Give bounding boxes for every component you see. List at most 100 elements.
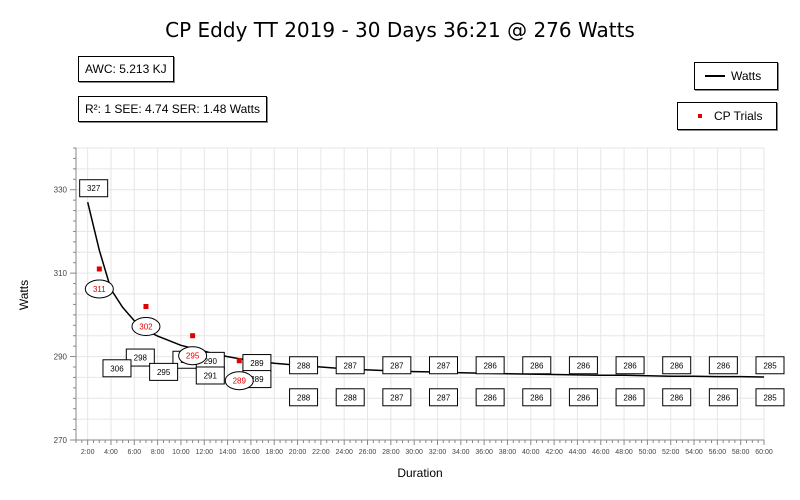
- cp-trial-label-ellipse: [224, 371, 254, 391]
- cp-trial-label: 289: [233, 377, 247, 386]
- legend-watts: Watts: [694, 62, 778, 90]
- legend-watts-label: Watts: [731, 69, 762, 83]
- upper-data-label: 285: [763, 361, 777, 370]
- cp-trial-label: 302: [139, 323, 153, 332]
- upper-data-label-box: [382, 356, 412, 375]
- lower-data-label: 288: [344, 393, 358, 402]
- lower-data-label-box: [522, 388, 552, 407]
- upper-data-label-box: [708, 356, 738, 375]
- x-tick-label: 24:00: [335, 449, 353, 456]
- x-tick-label: 4:00: [104, 449, 118, 456]
- y-tick-label: 290: [54, 353, 68, 362]
- lower-data-label: 285: [763, 393, 777, 402]
- cp-trial-point: [96, 266, 102, 272]
- x-tick-label: 54:00: [685, 449, 703, 456]
- lower-data-label: 291: [204, 371, 218, 380]
- lower-data-label: 289: [250, 375, 264, 384]
- cp-trial-point: [143, 304, 149, 310]
- upper-data-label-box: [568, 356, 598, 375]
- upper-data-label-box: [755, 356, 785, 375]
- lower-data-label: 288: [297, 393, 311, 402]
- x-tick-label: 48:00: [615, 449, 633, 456]
- x-tick-label: 14:00: [219, 449, 237, 456]
- x-tick-label: 56:00: [709, 449, 727, 456]
- lower-data-label: 286: [717, 393, 731, 402]
- x-tick-label: 22:00: [312, 449, 330, 456]
- upper-data-label: 287: [437, 361, 451, 370]
- lower-data-label-box: [102, 359, 132, 378]
- x-tick-label: 38:00: [499, 449, 517, 456]
- upper-data-label-box: [79, 179, 109, 198]
- x-tick-label: 10:00: [172, 449, 190, 456]
- lower-data-label: 306: [110, 364, 124, 373]
- upper-data-label: 286: [717, 361, 731, 370]
- legend-line-swatch: [705, 75, 725, 77]
- cp-trial-point: [236, 358, 242, 364]
- upper-data-label: 286: [530, 361, 544, 370]
- upper-data-label-box: [335, 356, 365, 375]
- x-tick-label: 34:00: [452, 449, 470, 456]
- legend-cp-trials: CP Trials: [677, 102, 777, 130]
- x-tick-label: 50:00: [639, 449, 657, 456]
- cp-trial-label-ellipse: [178, 346, 208, 366]
- lower-data-label: 286: [670, 393, 684, 402]
- upper-data-label: 327: [87, 184, 101, 193]
- x-tick-label: 60:00: [755, 449, 773, 456]
- x-tick-label: 58:00: [732, 449, 750, 456]
- x-tick-label: 44:00: [569, 449, 587, 456]
- x-tick-label: 18:00: [265, 449, 283, 456]
- x-tick-label: 16:00: [242, 449, 260, 456]
- upper-data-label: 287: [390, 361, 404, 370]
- lower-data-label-box: [149, 362, 179, 381]
- upper-data-label-box: [522, 356, 552, 375]
- cp-trial-label-ellipse: [131, 317, 161, 337]
- x-tick-label: 28:00: [382, 449, 400, 456]
- lower-data-label-box: [195, 366, 225, 385]
- x-tick-label: 46:00: [592, 449, 610, 456]
- lower-data-label: 287: [390, 393, 404, 402]
- legend-dot-swatch: [698, 114, 702, 118]
- lower-data-label-box: [289, 388, 319, 407]
- x-tick-label: 52:00: [662, 449, 680, 456]
- lower-data-label-box: [568, 388, 598, 407]
- lower-data-label-box: [755, 388, 785, 407]
- lower-data-label: 286: [483, 393, 497, 402]
- x-tick-label: 36:00: [475, 449, 493, 456]
- x-tick-label: 32:00: [429, 449, 447, 456]
- x-tick-label: 30:00: [405, 449, 423, 456]
- upper-data-label-box: [428, 356, 458, 375]
- x-tick-label: 12:00: [196, 449, 214, 456]
- upper-data-label: 286: [623, 361, 637, 370]
- lower-data-label-box: [428, 388, 458, 407]
- upper-data-label-box: [125, 348, 155, 367]
- upper-data-label-box: [662, 356, 692, 375]
- x-tick-label: 40:00: [522, 449, 540, 456]
- lower-data-label-box: [335, 388, 365, 407]
- lower-data-label-box: [382, 388, 412, 407]
- upper-data-label: 287: [344, 361, 358, 370]
- cp-trial-label: 311: [93, 285, 106, 294]
- lower-data-label-box: [662, 388, 692, 407]
- upper-data-label-box: [475, 356, 505, 375]
- chart-title: CP Eddy TT 2019 - 30 Days 36:21 @ 276 Wa…: [165, 18, 635, 42]
- cp-trial-label: 295: [186, 352, 200, 361]
- lower-data-label-box: [708, 388, 738, 407]
- y-tick-label: 270: [54, 436, 68, 445]
- x-tick-label: 2:00: [81, 449, 95, 456]
- lower-data-label: 287: [437, 393, 451, 402]
- upper-data-label: 286: [577, 361, 591, 370]
- upper-data-label: 298: [134, 354, 148, 363]
- lower-data-label: 286: [577, 393, 591, 402]
- y-tick-label: 310: [54, 269, 68, 278]
- upper-data-label: 289: [250, 359, 264, 368]
- fit-stats-box: R²: 1 SEE: 4.74 SER: 1.48 Watts: [78, 96, 267, 122]
- lower-data-label: 286: [530, 393, 544, 402]
- x-tick-label: 26:00: [359, 449, 377, 456]
- awc-info-box: AWC: 5.213 KJ: [78, 56, 174, 82]
- x-tick-label: 42:00: [545, 449, 563, 456]
- x-tick-label: 6:00: [127, 449, 141, 456]
- lower-data-label: 295: [157, 368, 171, 377]
- x-tick-label: 8:00: [151, 449, 165, 456]
- y-tick-label: 330: [54, 186, 68, 195]
